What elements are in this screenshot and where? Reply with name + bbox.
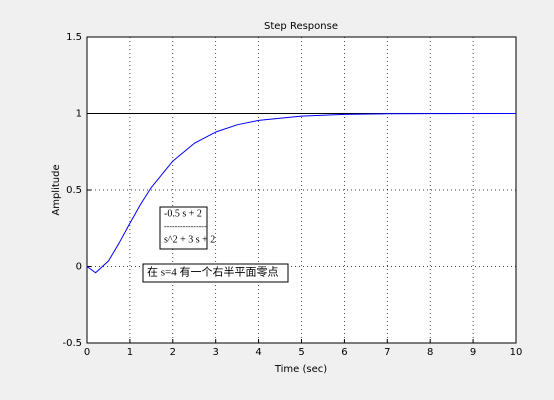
tf-denominator: s^2 + 3 s + 2 <box>164 234 215 245</box>
note: 在 s=4 有一个右半平面零点 <box>147 265 278 279</box>
x-tick-label: 2 <box>170 347 176 358</box>
chart-title: Step Response <box>264 21 338 32</box>
x-tick-label: 1 <box>127 347 133 358</box>
y-tick-label: 1 <box>76 109 82 120</box>
x-tick-label: 0 <box>84 347 90 358</box>
x-tick-label: 4 <box>255 347 261 358</box>
note-box <box>142 263 289 283</box>
x-tick-label: 10 <box>510 347 523 358</box>
x-tick-label: 7 <box>384 347 390 358</box>
x-tick-label: 8 <box>427 347 433 358</box>
tf-box <box>159 206 208 250</box>
y-axis-label: Amplitude <box>51 164 62 215</box>
tf-numerator: -0.5 s + 2 <box>164 208 202 219</box>
y-tick-label: 1.5 <box>66 32 82 43</box>
y-tick-label: -0.5 <box>62 338 82 349</box>
x-tick-label: 5 <box>298 347 304 358</box>
x-tick-label: 3 <box>213 347 219 358</box>
x-tick-label: 6 <box>341 347 347 358</box>
x-axis-label: Time (sec) <box>274 364 327 375</box>
response-line <box>86 113 517 274</box>
y-tick-label: 0.5 <box>66 185 82 196</box>
y-tick-label: 0 <box>76 262 82 273</box>
tf-separator: ---------------- <box>164 222 207 231</box>
x-tick-label: 9 <box>470 347 476 358</box>
